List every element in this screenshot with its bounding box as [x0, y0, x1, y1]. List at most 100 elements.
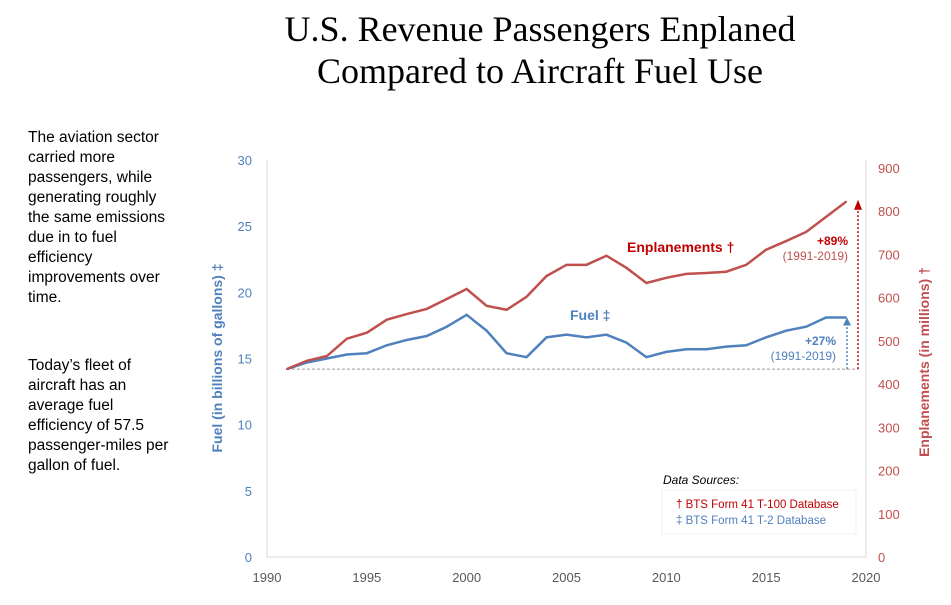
data-point [625, 341, 628, 344]
data-point [765, 336, 768, 339]
fuel-pct-label: +27% [805, 334, 836, 348]
data-point [585, 336, 588, 339]
data-point [845, 200, 848, 203]
right-y-axis-label: Enplanements (in millions) † [916, 267, 932, 457]
series-line-enplanements [286, 200, 847, 371]
right-y-tick-label: 600 [878, 291, 900, 306]
data-point [565, 333, 568, 336]
data-point [485, 304, 488, 307]
series-line-fuel [286, 313, 847, 371]
fuel-range-label: (1991-2019) [771, 349, 836, 363]
data-point [425, 307, 428, 310]
chart-title: U.S. Revenue Passengers Enplaned Compare… [210, 8, 870, 92]
side-text-2: Today’s fleet of aircraft has an average… [28, 357, 169, 474]
data-point [745, 263, 748, 266]
sources-box [661, 489, 857, 535]
data-point [645, 356, 648, 359]
data-point [685, 272, 688, 275]
data-point [785, 240, 788, 243]
data-point [585, 263, 588, 266]
data-point [805, 230, 808, 233]
data-point [725, 270, 728, 273]
title-line-1: U.S. Revenue Passengers Enplaned [284, 9, 796, 49]
title-line-2: Compared to Aircraft Fuel Use [317, 51, 763, 91]
x-tick-label: 1995 [352, 570, 381, 585]
data-point [665, 350, 668, 353]
x-tick-label: 2010 [652, 570, 681, 585]
data-point [285, 367, 288, 370]
data-point [705, 348, 708, 351]
data-point [845, 316, 848, 319]
fuel-series-label: Fuel ‡ [570, 307, 610, 323]
x-tick-label: 1990 [253, 570, 282, 585]
data-point [645, 281, 648, 284]
data-point [605, 254, 608, 257]
source-1: † BTS Form 41 T-100 Database [676, 499, 839, 511]
data-point [485, 329, 488, 332]
data-point [465, 313, 468, 316]
x-tick-label: 2020 [852, 570, 881, 585]
source-2: ‡ BTS Form 41 T-2 Database [676, 515, 826, 527]
data-point [465, 288, 468, 291]
data-point [525, 356, 528, 359]
right-y-tick-label: 800 [878, 204, 900, 219]
x-tick-label: 2000 [452, 570, 481, 585]
data-point [685, 348, 688, 351]
left-y-tick-label: 15 [238, 352, 252, 367]
left-y-tick-label: 20 [238, 285, 252, 300]
data-point [505, 308, 508, 311]
data-point [825, 215, 828, 218]
enplanements-arrow-head-icon [854, 199, 863, 210]
left-y-tick-label: 0 [245, 550, 252, 565]
right-y-tick-label: 700 [878, 247, 900, 262]
sources-title: Data Sources: [663, 473, 739, 487]
data-point [705, 272, 708, 275]
data-point [525, 295, 528, 298]
left-y-tick-label: 25 [238, 219, 252, 234]
right-y-tick-label: 500 [878, 334, 900, 349]
right-y-tick-label: 0 [878, 550, 885, 565]
data-point [365, 352, 368, 355]
left-y-tick-label: 10 [238, 418, 252, 433]
enplanements-pct-label: +89% [817, 234, 848, 248]
side-text-1: The aviation sector carried more passeng… [28, 129, 165, 306]
data-point [505, 352, 508, 355]
x-tick-label: 2015 [752, 570, 781, 585]
data-point [625, 266, 628, 269]
fuel-arrow-head-icon [843, 317, 852, 326]
data-point [725, 345, 728, 348]
data-point [825, 316, 828, 319]
data-point [405, 313, 408, 316]
data-point [605, 333, 608, 336]
right-y-tick-label: 900 [878, 161, 900, 176]
data-point [425, 335, 428, 338]
left-y-tick-label: 5 [245, 484, 252, 499]
data-point [405, 338, 408, 341]
data-point [805, 325, 808, 328]
enplanements-range-label: (1991-2019) [783, 249, 848, 263]
enplanements-series-label: Enplanements † [627, 239, 734, 255]
right-y-tick-label: 300 [878, 420, 900, 435]
data-point [325, 355, 328, 358]
data-point [365, 331, 368, 334]
data-point [665, 276, 668, 279]
data-point [305, 359, 308, 362]
left-y-axis-label: Fuel (in billions of gallons) ‡ [209, 264, 225, 453]
data-point [385, 344, 388, 347]
right-y-tick-label: 200 [878, 464, 900, 479]
x-tick-label: 2005 [552, 570, 581, 585]
data-point [765, 248, 768, 251]
data-point [345, 337, 348, 340]
data-point [545, 336, 548, 339]
data-point [445, 325, 448, 328]
data-point [345, 353, 348, 356]
data-point [565, 263, 568, 266]
data-point [445, 297, 448, 300]
right-y-tick-label: 100 [878, 507, 900, 522]
data-point [385, 318, 388, 321]
right-y-tick-label: 400 [878, 377, 900, 392]
data-point [325, 357, 328, 360]
data-point [545, 275, 548, 278]
left-y-tick-label: 30 [238, 153, 252, 168]
